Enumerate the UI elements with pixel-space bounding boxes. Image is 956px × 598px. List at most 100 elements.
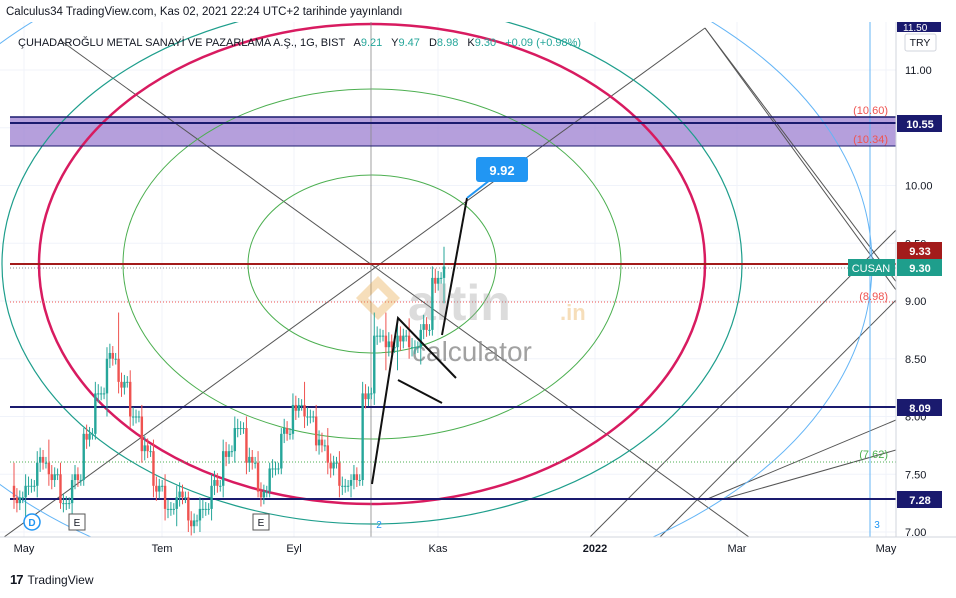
candle-body <box>399 335 402 342</box>
candle-body <box>149 451 152 453</box>
candle-body <box>192 520 196 527</box>
symbol-legend[interactable]: ÇUHADAROĞLU METAL SANAYİ VE PAZARLAMA A.… <box>18 36 581 49</box>
candle-body <box>146 445 149 452</box>
candle-body <box>393 347 396 349</box>
candle-body <box>18 497 22 504</box>
candle-body <box>195 520 199 522</box>
footer-brand: TradingView <box>27 572 94 587</box>
candle-body <box>99 393 103 395</box>
candle-body <box>344 485 347 487</box>
candle-body <box>387 341 390 348</box>
candle-body <box>297 404 300 411</box>
price-tick-label: 7.00 <box>905 527 926 539</box>
candle-body <box>166 508 170 510</box>
svg-text:8.09: 8.09 <box>909 403 930 415</box>
candle-body <box>24 485 27 498</box>
candle-body <box>73 474 77 481</box>
candle-body <box>407 335 411 348</box>
candle-body <box>184 497 187 499</box>
candle-body <box>216 480 219 486</box>
candle-body <box>367 393 370 400</box>
candle-body <box>12 485 16 498</box>
candle-body <box>329 462 332 469</box>
candle-body <box>158 485 161 492</box>
candle-body <box>288 433 292 435</box>
candle-body <box>27 485 30 487</box>
candle-body <box>358 480 361 482</box>
candle-body <box>108 352 112 359</box>
candle-body <box>56 474 59 476</box>
watermark: altin .in <box>356 275 586 331</box>
candle-body <box>326 445 329 463</box>
candle-body <box>256 462 260 492</box>
candle-body <box>352 474 356 481</box>
candle-body <box>62 503 65 505</box>
candle-body <box>355 474 359 481</box>
candle-body <box>33 485 36 487</box>
tradingview-logo-icon: 17 <box>10 572 24 587</box>
event-marker-earnings-1[interactable]: E <box>68 513 86 531</box>
time-axis[interactable]: May Tem Eyl Kas 2022 Mar May <box>14 543 897 555</box>
currency-button[interactable]: TRY <box>904 33 937 52</box>
candle-body <box>314 416 318 446</box>
candle-body <box>190 520 193 527</box>
candle-body <box>280 433 283 469</box>
event-marker-earnings-2[interactable]: E <box>252 513 270 531</box>
candle-body <box>187 497 190 521</box>
candle-body <box>410 347 414 349</box>
candle-body <box>300 404 303 406</box>
candle-body <box>370 393 373 395</box>
price-tick-label: 8.50 <box>905 354 926 366</box>
candle-body <box>384 335 388 348</box>
price-tick-label: 7.50 <box>905 469 926 481</box>
candle-body <box>416 347 420 349</box>
target-callout[interactable]: 9.92 <box>476 157 528 182</box>
candle-body <box>233 428 237 452</box>
candle-body <box>47 462 51 475</box>
candle-body <box>88 433 91 440</box>
candle-body <box>361 393 364 481</box>
candle-body <box>68 503 71 505</box>
candle-body <box>251 456 254 463</box>
candle-body <box>306 416 309 418</box>
candle-body <box>373 335 376 394</box>
candle-body <box>335 462 338 464</box>
candle-body <box>143 445 146 452</box>
candle-body <box>152 451 155 486</box>
gann-lines <box>3 27 896 537</box>
candle-body <box>85 433 88 440</box>
svg-text:10.55: 10.55 <box>906 119 934 131</box>
candle-body <box>294 404 298 411</box>
candle-body <box>15 497 19 504</box>
event-marker-earnings-2-text: E <box>258 518 265 529</box>
candle-body <box>126 381 129 383</box>
candle-body <box>248 456 251 463</box>
candle-body <box>224 451 228 457</box>
candle-body <box>323 445 327 447</box>
symbol-price-tag-name: CUSAN <box>852 263 891 275</box>
price-tag-933: 9.33 <box>897 242 942 259</box>
candle-body <box>21 497 24 499</box>
candle-body <box>364 393 367 400</box>
candle-body <box>201 508 205 510</box>
time-tick-label: May <box>14 543 35 555</box>
candle-body <box>236 428 239 430</box>
candle-body <box>160 485 164 487</box>
price-tag-809: 8.09 <box>897 399 942 416</box>
candle-body <box>219 485 222 487</box>
label-1060: (10.60) <box>853 105 888 117</box>
event-marker-dividend[interactable]: D <box>23 513 41 531</box>
cycle-label-2: 2 <box>376 520 382 531</box>
price-tick-label: 10.00 <box>905 181 933 193</box>
label-898: (8.98) <box>859 291 888 303</box>
candle-body <box>114 358 117 360</box>
candle-body <box>53 474 56 481</box>
price-tag-728: 7.28 <box>897 491 942 508</box>
candle-body <box>442 266 446 278</box>
candle-body <box>303 404 306 417</box>
candle-body <box>97 393 100 395</box>
candle-body <box>140 416 144 452</box>
candle-body <box>317 439 321 446</box>
